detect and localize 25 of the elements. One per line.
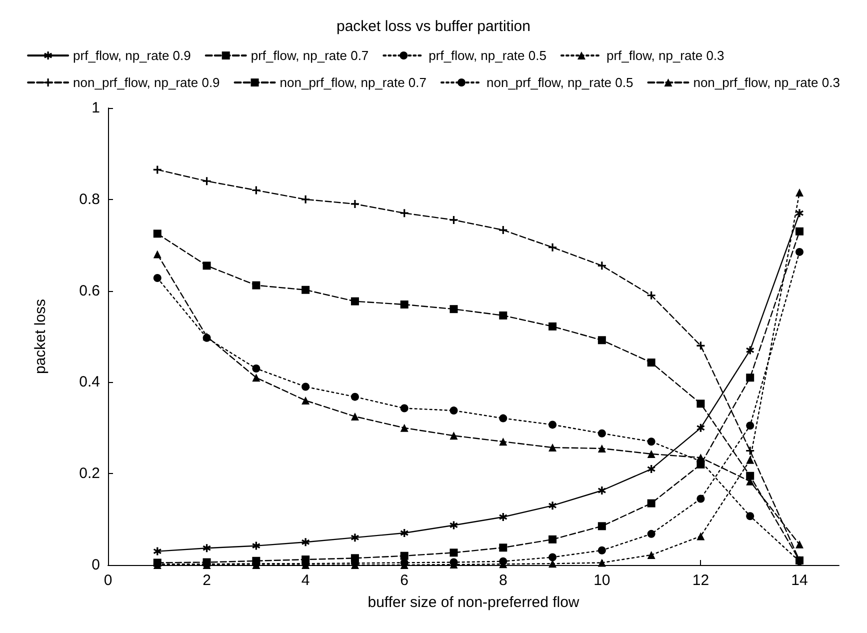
x-tick-label: 8 xyxy=(498,572,508,589)
legend-label: non_prf_flow, np_rate 0.5 xyxy=(486,75,634,90)
y-tick-label: 0 xyxy=(92,556,100,574)
legend-label: prf_flow, np_rate 0.5 xyxy=(428,48,546,63)
y-axis-title: packet loss xyxy=(32,298,49,374)
y-tick-label: 1 xyxy=(92,100,100,116)
x-tick-label: 0 xyxy=(104,572,112,589)
x-tick-label: 6 xyxy=(400,572,409,589)
legend-label: prf_flow, np_rate 0.7 xyxy=(250,48,369,63)
y-tick-label: 0.4 xyxy=(79,374,100,391)
legend-label: prf_flow, np_rate 0.3 xyxy=(606,48,724,63)
x-tick-label: 2 xyxy=(202,572,211,589)
x-tick-label: 4 xyxy=(301,572,310,589)
x-tick-label: 10 xyxy=(594,572,610,589)
legend-label: prf_flow, np_rate 0.9 xyxy=(73,48,191,63)
legend-label: non_prf_flow, np_rate 0.3 xyxy=(693,75,840,90)
x-tick-label: 14 xyxy=(791,572,808,589)
legend-label: non_prf_flow, np_rate 0.9 xyxy=(73,75,220,90)
legend-label: non_prf_flow, np_rate 0.7 xyxy=(280,75,427,90)
x-axis-title: buffer size of non-preferred flow xyxy=(368,594,580,611)
x-tick-label: 12 xyxy=(692,572,710,589)
y-tick-label: 0.6 xyxy=(79,282,100,300)
y-tick-label: 0.2 xyxy=(79,465,100,482)
y-tick-label: 0.8 xyxy=(79,190,100,208)
chart-title: packet loss vs buffer partition xyxy=(336,18,530,35)
